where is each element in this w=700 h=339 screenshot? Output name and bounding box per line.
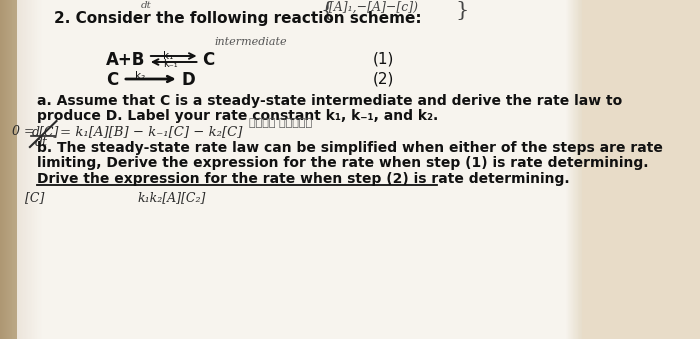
Text: k₋₁: k₋₁ [163, 59, 178, 69]
Text: A+B: A+B [106, 51, 146, 69]
Text: intermediate: intermediate [214, 37, 287, 47]
Bar [1, 0, 3, 339]
Bar [581, 0, 582, 339]
Bar [580, 0, 581, 339]
Bar [19, 0, 20, 339]
Bar [32, 0, 33, 339]
Bar [0, 0, 1, 339]
Bar [574, 0, 575, 339]
Bar [28, 0, 29, 339]
Bar [38, 0, 39, 339]
Bar [5, 0, 6, 339]
Bar [36, 0, 37, 339]
Bar [567, 0, 568, 339]
Bar [29, 0, 30, 339]
Bar [573, 0, 574, 339]
Bar [578, 0, 580, 339]
Bar [577, 0, 578, 339]
Text: 0 =: 0 = [13, 125, 35, 138]
Bar [24, 0, 25, 339]
Text: 2. Consider the following reaction scheme:: 2. Consider the following reaction schem… [54, 11, 421, 26]
Bar [572, 0, 573, 339]
Text: b. The steady-state rate law can be simplified when either of the steps are rate: b. The steady-state rate law can be simp… [37, 141, 664, 155]
Bar [28, 0, 29, 339]
Text: = k₁[A][B] − k₋₁[C] − k₂[C]: = k₁[A][B] − k₋₁[C] − k₂[C] [60, 125, 242, 138]
Bar [25, 0, 26, 339]
Bar [20, 0, 21, 339]
Bar [575, 0, 576, 339]
Bar [6, 0, 8, 339]
Bar [568, 0, 569, 339]
Text: dt: dt [35, 136, 48, 149]
Text: C: C [202, 51, 214, 69]
Bar [14, 0, 15, 339]
Bar [566, 0, 567, 339]
Bar [17, 0, 18, 339]
Bar [23, 0, 24, 339]
Bar [4, 0, 5, 339]
Bar [19, 0, 20, 339]
Text: k₁k₂[A][C₂]: k₁k₂[A][C₂] [137, 191, 206, 204]
Bar [18, 0, 19, 339]
Bar [9, 0, 10, 339]
Bar [569, 0, 570, 339]
Text: {: { [320, 1, 333, 20]
Bar [33, 0, 34, 339]
Text: k₁: k₁ [163, 51, 174, 61]
Text: D: D [181, 71, 195, 89]
Text: d[C]: d[C] [32, 125, 59, 138]
Bar [25, 0, 26, 339]
Bar [39, 0, 40, 339]
Bar [16, 0, 17, 339]
Bar [3, 0, 4, 339]
Bar [22, 0, 23, 339]
Bar [34, 0, 35, 339]
Text: عامل مشترك: عامل مشترك [249, 118, 312, 128]
Text: C: C [106, 71, 118, 89]
Bar [26, 0, 27, 339]
Text: }: } [456, 1, 469, 20]
Bar [570, 0, 571, 339]
Bar [24, 0, 25, 339]
Bar [17, 0, 18, 339]
Bar [26, 0, 27, 339]
Bar [30, 0, 31, 339]
Bar [20, 0, 21, 339]
Bar [565, 0, 566, 339]
Bar [576, 0, 577, 339]
Text: (2): (2) [372, 71, 393, 86]
Bar [37, 0, 38, 339]
Bar [27, 0, 28, 339]
Bar [21, 0, 22, 339]
Bar [22, 0, 23, 339]
Bar [27, 0, 28, 339]
Bar [35, 0, 36, 339]
Text: ([A]₁,−[A]−[c]): ([A]₁,−[A]−[c]) [324, 1, 418, 14]
Bar [13, 0, 14, 339]
Bar [40, 0, 41, 339]
Text: k₂: k₂ [136, 71, 146, 81]
Text: a. Assume that C is a steady-state intermediate and derive the rate law to: a. Assume that C is a steady-state inter… [37, 94, 622, 108]
Bar [30, 0, 31, 339]
Text: dt: dt [141, 1, 152, 10]
Bar [21, 0, 22, 339]
Bar [29, 0, 30, 339]
Bar [571, 0, 572, 339]
Bar [0, 0, 32, 339]
Bar [12, 0, 13, 339]
Bar [23, 0, 24, 339]
Bar [15, 0, 16, 339]
Text: produce D. Label your rate constant k₁, k₋₁, and k₂.: produce D. Label your rate constant k₁, … [37, 109, 439, 123]
Bar [8, 0, 9, 339]
Text: limiting, Derive the expression for the rate when step (1) is rate determining.: limiting, Derive the expression for the … [37, 156, 649, 170]
Bar [10, 0, 12, 339]
Text: (1): (1) [372, 51, 393, 66]
Bar [18, 0, 19, 339]
Text: Drive the expression for the rate when step (2) is rate determining.: Drive the expression for the rate when s… [37, 172, 570, 186]
Text: [C]: [C] [25, 191, 44, 204]
